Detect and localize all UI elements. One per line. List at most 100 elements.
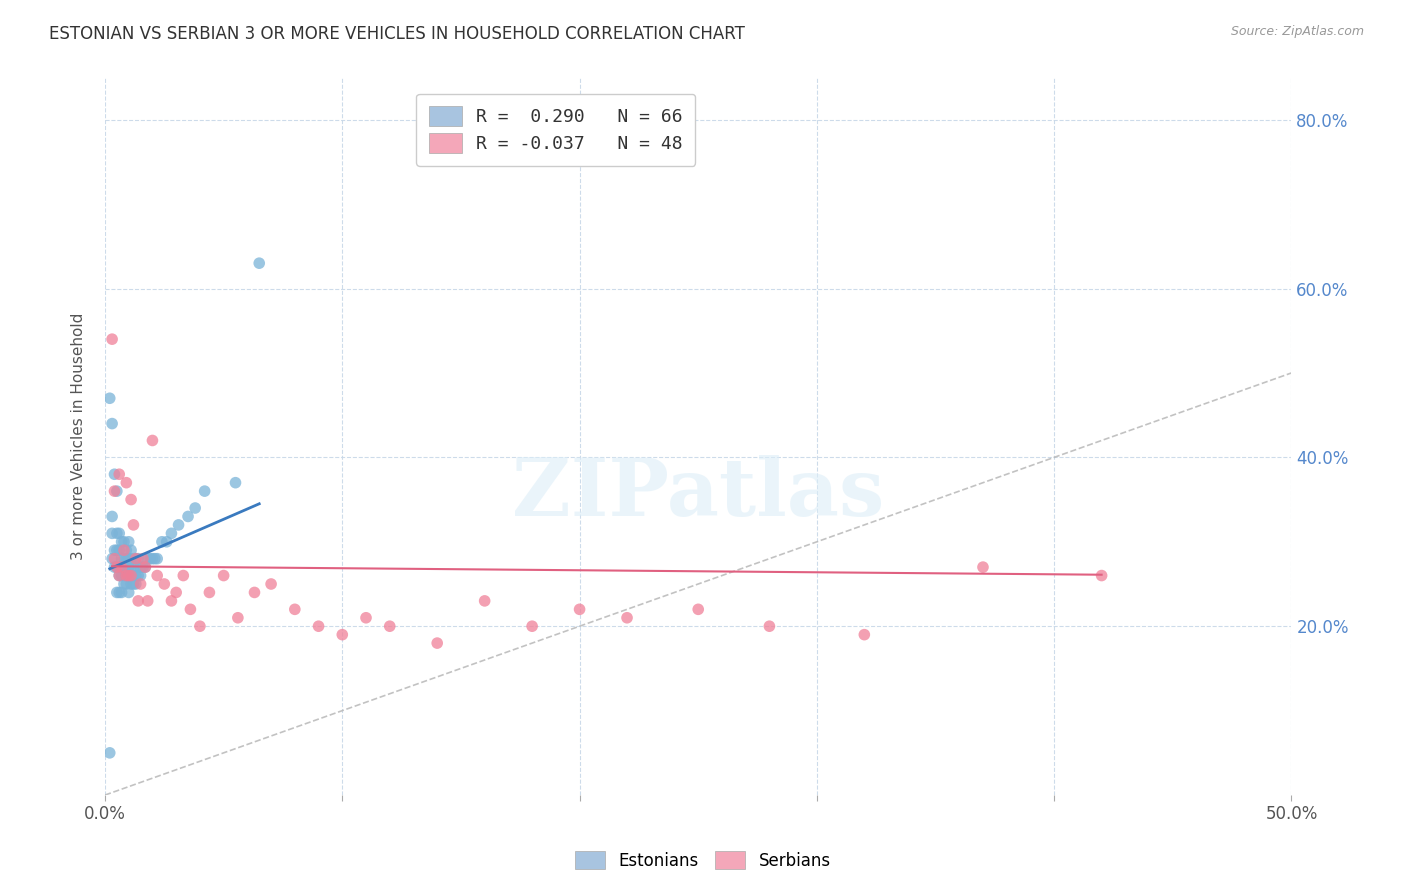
Point — [103, 484, 125, 499]
Point — [177, 509, 200, 524]
Point — [853, 627, 876, 641]
Point — [105, 543, 128, 558]
Point — [125, 568, 148, 582]
Point — [105, 560, 128, 574]
Point — [103, 543, 125, 558]
Point — [115, 551, 138, 566]
Point — [105, 560, 128, 574]
Point — [98, 391, 121, 405]
Point — [110, 534, 132, 549]
Point — [132, 551, 155, 566]
Point — [108, 543, 131, 558]
Point — [568, 602, 591, 616]
Point — [101, 551, 124, 566]
Point — [98, 746, 121, 760]
Point — [184, 501, 207, 516]
Point — [156, 534, 179, 549]
Point — [212, 568, 235, 582]
Point — [118, 568, 141, 582]
Point — [101, 332, 124, 346]
Point — [122, 517, 145, 532]
Point — [103, 551, 125, 566]
Point — [110, 568, 132, 582]
Point — [224, 475, 246, 490]
Point — [120, 577, 142, 591]
Point — [354, 611, 377, 625]
Point — [172, 568, 194, 582]
Point — [972, 560, 994, 574]
Point — [115, 543, 138, 558]
Point — [143, 551, 166, 566]
Point — [115, 568, 138, 582]
Point — [120, 551, 142, 566]
Point — [105, 484, 128, 499]
Point — [101, 509, 124, 524]
Point — [112, 577, 135, 591]
Point — [120, 568, 142, 582]
Point — [146, 551, 169, 566]
Point — [110, 560, 132, 574]
Point — [129, 568, 152, 582]
Point — [134, 560, 156, 574]
Point — [115, 475, 138, 490]
Point — [160, 526, 183, 541]
Point — [110, 585, 132, 599]
Text: Source: ZipAtlas.com: Source: ZipAtlas.com — [1230, 25, 1364, 38]
Point — [103, 467, 125, 482]
Point — [118, 568, 141, 582]
Point — [132, 560, 155, 574]
Point — [108, 560, 131, 574]
Point — [112, 560, 135, 574]
Point — [120, 560, 142, 574]
Point — [378, 619, 401, 633]
Point — [112, 551, 135, 566]
Point — [105, 585, 128, 599]
Point — [101, 526, 124, 541]
Point — [125, 551, 148, 566]
Point — [122, 577, 145, 591]
Point — [127, 551, 149, 566]
Point — [103, 560, 125, 574]
Point — [110, 560, 132, 574]
Legend: R =  0.290   N = 66, R = -0.037   N = 48: R = 0.290 N = 66, R = -0.037 N = 48 — [416, 94, 696, 166]
Point — [688, 602, 710, 616]
Point — [167, 517, 190, 532]
Text: ZIPatlas: ZIPatlas — [512, 455, 884, 533]
Point — [136, 594, 159, 608]
Point — [118, 534, 141, 549]
Point — [260, 577, 283, 591]
Point — [150, 534, 173, 549]
Point — [616, 611, 638, 625]
Point — [226, 611, 249, 625]
Point — [118, 551, 141, 566]
Point — [139, 551, 162, 566]
Text: ESTONIAN VS SERBIAN 3 OR MORE VEHICLES IN HOUSEHOLD CORRELATION CHART: ESTONIAN VS SERBIAN 3 OR MORE VEHICLES I… — [49, 25, 745, 43]
Point — [108, 467, 131, 482]
Point — [120, 492, 142, 507]
Point — [165, 585, 187, 599]
Point — [153, 577, 176, 591]
Point — [129, 560, 152, 574]
Y-axis label: 3 or more Vehicles in Household: 3 or more Vehicles in Household — [72, 312, 86, 560]
Point — [330, 627, 353, 641]
Point — [108, 568, 131, 582]
Point — [127, 594, 149, 608]
Point — [198, 585, 221, 599]
Point — [105, 526, 128, 541]
Point — [247, 256, 270, 270]
Point — [120, 543, 142, 558]
Point — [108, 585, 131, 599]
Point — [141, 551, 163, 566]
Point — [308, 619, 330, 633]
Point — [520, 619, 543, 633]
Point — [141, 434, 163, 448]
Point — [125, 577, 148, 591]
Point — [115, 568, 138, 582]
Point — [134, 560, 156, 574]
Point — [160, 594, 183, 608]
Point — [127, 568, 149, 582]
Point — [1091, 568, 1114, 582]
Point — [426, 636, 449, 650]
Point — [118, 560, 141, 574]
Point — [112, 534, 135, 549]
